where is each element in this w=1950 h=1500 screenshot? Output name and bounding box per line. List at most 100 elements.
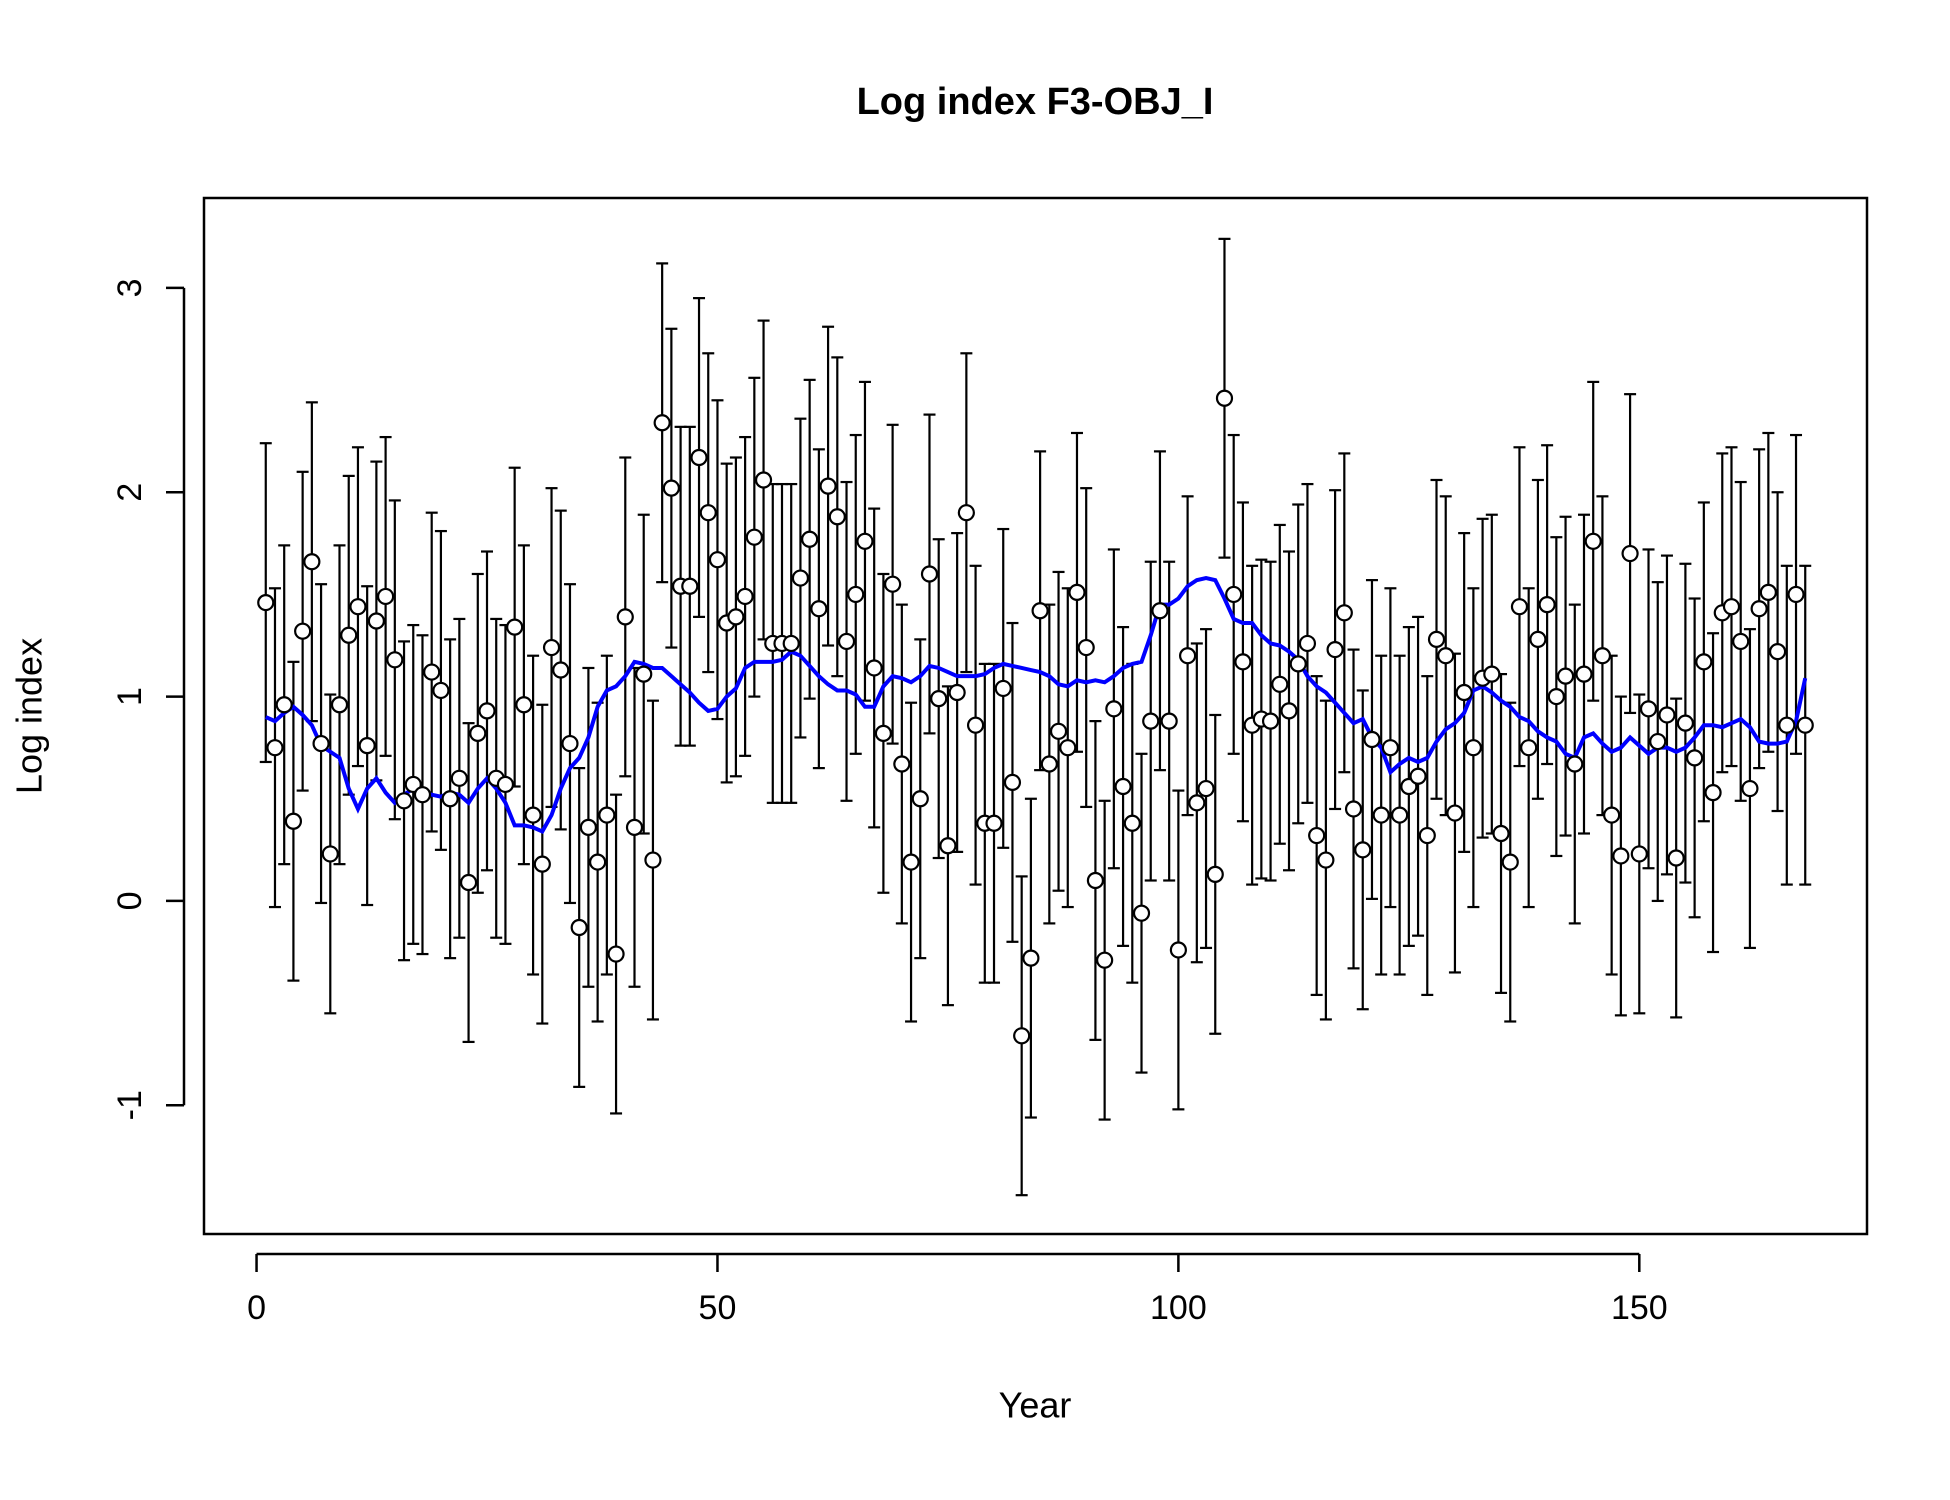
observed-point <box>1787 585 1805 604</box>
observed-point <box>625 818 644 836</box>
observed-point <box>330 696 349 714</box>
observed-point <box>1298 634 1317 653</box>
observed-point <box>1722 598 1741 616</box>
observed-point <box>542 638 561 657</box>
observed-point <box>349 598 367 616</box>
observed-point <box>386 651 404 669</box>
observed-point <box>690 448 708 467</box>
observed-point <box>275 696 293 714</box>
observed-point <box>699 504 717 522</box>
observed-point <box>1437 647 1455 665</box>
observed-point <box>303 553 321 571</box>
observed-point <box>561 734 579 753</box>
observed-point <box>837 632 856 651</box>
observed-point <box>957 504 975 522</box>
observed-point <box>1391 806 1409 824</box>
observed-point <box>1003 773 1022 792</box>
observed-point <box>1704 784 1722 802</box>
observed-point <box>1363 730 1381 749</box>
fitted-line <box>264 576 1808 835</box>
x-tick-label: 100 <box>1150 1289 1207 1327</box>
observed-point <box>1049 722 1068 740</box>
observed-point <box>1354 841 1372 859</box>
x-tick-label: 0 <box>247 1289 266 1327</box>
observed-point <box>1575 665 1593 683</box>
observed-point <box>1667 849 1685 867</box>
observed-point <box>395 792 413 810</box>
observed-point <box>1381 739 1400 757</box>
y-tick-label: 1 <box>111 687 149 706</box>
observed-point <box>1759 583 1777 601</box>
observed-point <box>515 696 533 714</box>
observed-point <box>377 587 395 606</box>
observed-point <box>1132 904 1151 922</box>
observed-point <box>1649 732 1667 751</box>
observed-point <box>1483 665 1501 683</box>
observed-point <box>1068 583 1086 601</box>
observed-point <box>1621 544 1639 563</box>
observed-point <box>266 739 284 757</box>
observed-point <box>321 845 339 863</box>
observed-point <box>294 622 312 640</box>
observed-point <box>754 471 773 489</box>
observed-point <box>1031 602 1049 620</box>
observed-point <box>893 755 911 773</box>
observed-point <box>1169 941 1187 959</box>
observed-point <box>902 853 920 871</box>
observed-point <box>736 587 754 606</box>
observed-point <box>884 575 902 593</box>
observed-point <box>432 681 450 700</box>
observed-point <box>1013 1027 1031 1045</box>
observed-point <box>1261 712 1280 730</box>
observed-point <box>570 918 588 937</box>
observed-point <box>1280 702 1298 720</box>
observed-point <box>1335 604 1353 622</box>
observed-point <box>1105 700 1123 718</box>
observed-point <box>1658 706 1676 724</box>
observed-point <box>1464 739 1482 757</box>
y-tick-label: 3 <box>111 278 149 297</box>
observed-point <box>1151 602 1169 620</box>
observed-point <box>994 679 1012 698</box>
observed-point <box>1160 712 1178 730</box>
observed-point <box>1308 826 1326 845</box>
observed-point <box>1603 806 1621 824</box>
observed-point <box>1538 596 1556 614</box>
observed-point <box>653 414 671 432</box>
observed-point <box>413 786 432 804</box>
observed-point <box>1114 777 1132 796</box>
observed-point <box>819 477 837 495</box>
observed-point <box>1750 600 1768 618</box>
observed-point <box>1612 847 1630 865</box>
observed-point <box>1529 630 1547 648</box>
observed-point <box>1289 655 1307 673</box>
observed-point <box>1418 826 1436 845</box>
observed-point <box>745 528 763 546</box>
observed-point <box>782 634 800 653</box>
observed-point <box>874 724 892 742</box>
y-tick-label: -1 <box>111 1090 149 1120</box>
observed-point <box>1547 687 1565 706</box>
observed-point <box>865 659 883 677</box>
observed-point <box>1197 779 1215 798</box>
observed-point <box>1520 739 1538 757</box>
observed-point <box>1077 638 1095 657</box>
observed-point <box>312 734 330 753</box>
observed-point <box>1179 647 1197 665</box>
observed-point <box>966 716 985 734</box>
observed-point <box>450 769 468 787</box>
x-axis-label: Year <box>999 1385 1072 1426</box>
observed-point <box>708 551 727 569</box>
observed-point <box>1566 755 1584 773</box>
observed-point <box>1584 532 1602 550</box>
observed-point <box>911 790 929 808</box>
observed-point <box>1234 653 1252 671</box>
observed-point <box>1215 389 1234 407</box>
chart-title: Log index F3-OBJ_I <box>857 81 1214 123</box>
observed-point <box>948 683 966 702</box>
observed-point <box>810 600 828 618</box>
observed-point <box>1796 716 1814 734</box>
observed-point <box>579 818 598 836</box>
observed-point <box>681 577 699 595</box>
